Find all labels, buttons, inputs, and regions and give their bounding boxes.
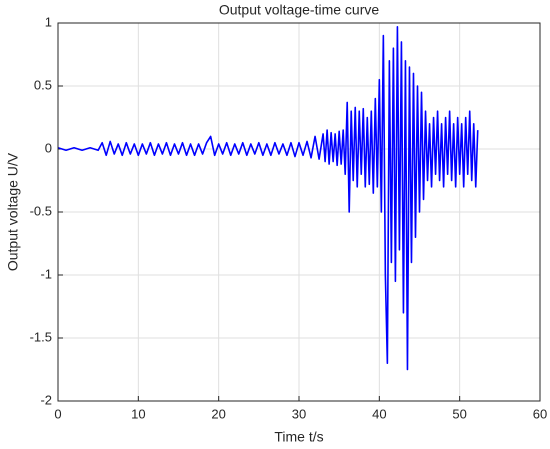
y-tick-label: 0 [45,140,52,155]
y-tick-label: -0.5 [30,203,52,218]
x-tick-label: 40 [372,406,386,421]
x-tick-label: 20 [211,406,225,421]
x-tick-label: 0 [54,406,61,421]
y-tick-label: -1 [40,266,52,281]
x-tick-label: 30 [292,406,306,421]
x-axis-label: Time t/s [274,429,323,445]
data-line [57,25,479,371]
y-tick-label: -2 [40,392,52,407]
chart-title: Output voltage-time curve [219,2,380,18]
x-tick-label: 60 [533,406,547,421]
axes-box [57,22,541,402]
y-tick-label: 1 [45,14,52,29]
x-tick-label: 10 [131,406,145,421]
x-tick-label: 50 [452,406,466,421]
y-axis-label: Output voltage U/V [5,152,21,271]
y-tick-label: 0.5 [34,77,52,92]
y-tick-label: -1.5 [30,329,52,344]
